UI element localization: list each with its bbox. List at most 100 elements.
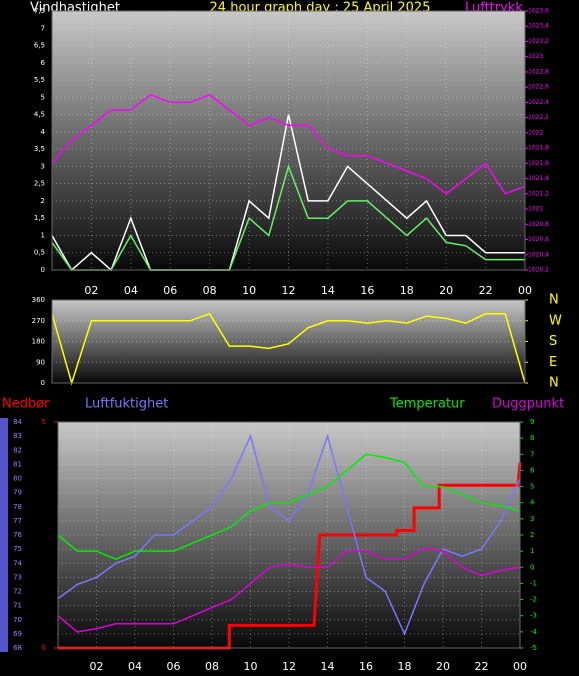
series-line [51, 312, 526, 386]
y2-tick-label: 1020,8 [528, 221, 549, 228]
series-line [51, 114, 525, 272]
y-tick-label: 68 [13, 644, 22, 652]
y-tick-label: 360 [32, 296, 45, 304]
y2-tick-label: -3 [530, 612, 537, 620]
x-tick-label: 06 [163, 284, 177, 297]
y-tick-label: 7,5 [34, 7, 45, 15]
y-tick-label: 4,5 [34, 111, 45, 119]
y-tick-label: 77 [13, 517, 22, 525]
x-tick-label: 02 [90, 660, 104, 672]
y-tick-label: 6,5 [34, 42, 45, 50]
y-tick-label: 3,5 [34, 145, 45, 153]
y-tick-label: 0 [41, 379, 45, 387]
y-tick-label: 72 [13, 588, 22, 596]
y2-tick-label: 1022,4 [528, 99, 549, 106]
y2-tick-label: E [549, 355, 557, 370]
y2-tick-label: 1022,2 [528, 114, 549, 121]
y2-tick-label: 2 [530, 531, 534, 539]
y-tick-label: 6 [41, 59, 46, 67]
y-tick-label: 83 [13, 432, 22, 440]
x-tick-label: 22 [475, 660, 489, 672]
legend-entry: Nedbør [2, 397, 50, 412]
x-tick-label: 16 [360, 284, 374, 297]
y-tick-label: 84 [13, 418, 22, 426]
x-tick-label: 04 [128, 660, 142, 672]
series-line [57, 433, 521, 636]
series-line [57, 547, 521, 633]
y-tick-label: 70 [13, 616, 22, 624]
y2-tick-label: 1021,4 [528, 175, 549, 182]
y2-tick-label: 1023 [528, 53, 543, 60]
legend-entry: Duggpunkt [492, 397, 564, 412]
y-tick-label: 80 [13, 475, 22, 483]
x-tick-label: 02 [84, 284, 98, 297]
x-tick-label: 20 [436, 660, 450, 672]
x-tick-label: 18 [400, 284, 414, 297]
plot-area [52, 11, 525, 270]
y-tick-label: 7 [41, 24, 45, 32]
y-tick-label: 82 [13, 446, 22, 454]
y-tick-label: 270 [32, 317, 45, 325]
y-tick-label: 5,5 [34, 76, 45, 84]
y2-tick-label: 9 [530, 418, 534, 426]
y2-tick-label: 1023,2 [528, 38, 549, 45]
y2-tick-label: 1 [530, 547, 534, 555]
y2-tick-label: -5 [530, 644, 537, 652]
x-tick-label: 00 [518, 284, 532, 297]
y2-tick-label: 1022,6 [528, 84, 549, 91]
y2-tick-label: 8 [530, 434, 534, 442]
plot-frame [57, 421, 521, 649]
x-tick-label: 18 [398, 660, 412, 672]
x-tick-label: 20 [439, 284, 453, 297]
y2-tick-label: S [549, 334, 557, 349]
y2-tick-label: W [549, 313, 562, 328]
plot-area [58, 422, 520, 648]
x-tick-label: 08 [205, 660, 219, 672]
y-tick-label: 81 [13, 460, 22, 468]
y2-tick-label: 1021 [528, 206, 543, 213]
y-tick-label: 75 [13, 545, 22, 553]
y2-tick-label: 1023,4 [528, 23, 549, 30]
y-tick-label: 74 [13, 559, 22, 567]
y2-tick-label: 1021,6 [528, 160, 549, 167]
y2-tick-label: 1021,2 [528, 190, 549, 197]
y-tick-label: 2,5 [34, 180, 45, 188]
y-tick-label: 73 [13, 573, 22, 581]
y-tick-label: 2 [41, 197, 45, 205]
series-line [51, 164, 525, 271]
y-tick-label: 5 [41, 93, 45, 101]
x-tick-label: 10 [244, 660, 258, 672]
x-tick-label: 14 [321, 660, 335, 672]
y2-tick-label: 5 [530, 483, 534, 491]
x-tick-label: 10 [242, 284, 256, 297]
y2-tick-label: 7 [530, 450, 534, 458]
y-tick-label: 79 [13, 489, 22, 497]
y-tick-label: 69 [13, 630, 22, 638]
y-tick-label: 180 [32, 338, 45, 346]
x-tick-label: 22 [479, 284, 493, 297]
x-tick-label: 08 [203, 284, 217, 297]
y2-tick-label: 1023,6 [528, 8, 549, 15]
y-tick-label: 1 [41, 231, 45, 239]
y-tick-label: 78 [13, 503, 22, 511]
x-tick-label: 16 [359, 660, 373, 672]
y2-tick-label: 1020,4 [528, 251, 549, 258]
x-tick-label: 12 [282, 660, 296, 672]
y2-tick-label: -2 [530, 596, 537, 604]
legend-entry: Luftfuktighet [85, 397, 168, 412]
y2-tick-label: 1022,8 [528, 68, 549, 75]
x-tick-label: 14 [321, 284, 335, 297]
y3-tick-label: 5 [42, 418, 46, 426]
y2-tick-label: -4 [530, 628, 538, 636]
y3-tick-label: 0 [42, 644, 46, 652]
y2-tick-label: 0 [530, 563, 534, 571]
y-tick-label: 1,5 [34, 214, 45, 222]
y-tick-label: 90 [36, 358, 45, 366]
x-tick-label: 12 [282, 284, 296, 297]
y2-tick-label: 1022 [528, 129, 543, 136]
series-line [58, 462, 522, 650]
y2-tick-label: 4 [530, 499, 535, 507]
x-tick-label: 04 [124, 284, 138, 297]
y2-tick-label: 6 [530, 466, 535, 474]
